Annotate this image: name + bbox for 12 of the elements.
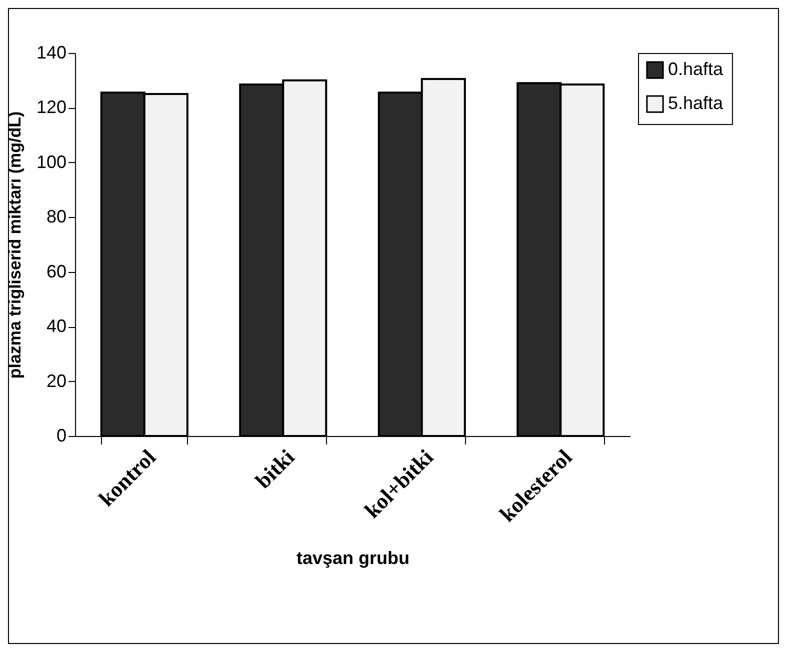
- y-tick-label: 40: [46, 316, 66, 336]
- y-tick-label: 0: [56, 426, 66, 446]
- y-tick-label: 100: [36, 152, 66, 172]
- y-tick-label: 80: [46, 206, 66, 227]
- x-axis-title: tavşan grubu: [296, 548, 410, 568]
- y-tick-label: 140: [36, 42, 66, 62]
- legend-label: 0.hafta: [668, 59, 724, 79]
- y-tick-label: 20: [46, 370, 66, 391]
- y-tick-label: 120: [36, 97, 66, 118]
- y-axis-title: plazma trigliserid miktarı (mg/dL): [5, 111, 24, 379]
- legend-label: 5.hafta: [668, 93, 724, 113]
- y-tick-label: 60: [46, 261, 66, 282]
